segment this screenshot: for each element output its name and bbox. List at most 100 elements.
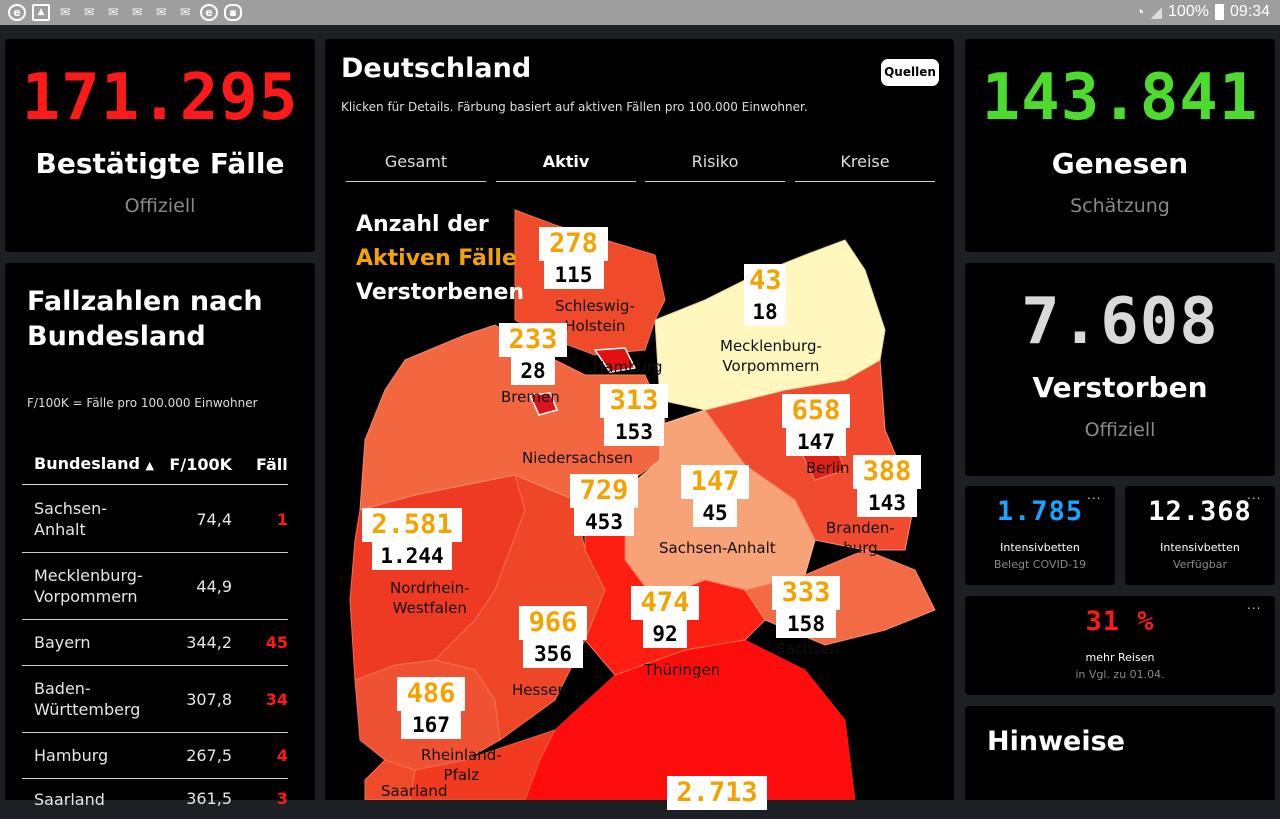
- value-box-st[interactable]: 147 45: [681, 465, 749, 527]
- wifi-icon: ◔: [1135, 3, 1145, 21]
- row-f100k: 44,9: [196, 576, 232, 596]
- value-box-hh[interactable]: 233 28: [499, 323, 567, 385]
- value-box-ni[interactable]: 313 153: [600, 384, 668, 446]
- death-count: 92: [643, 620, 687, 648]
- value-box-nw[interactable]: 2.581 1.244: [362, 508, 462, 570]
- icu-covid-label2: Belegt COVID-19: [993, 558, 1087, 571]
- sort-icon[interactable]: ▲: [145, 459, 154, 472]
- row-cases: 34: [265, 689, 288, 709]
- table-row[interactable]: Saarland 361,5 3: [22, 779, 288, 819]
- row-f100k: 267,5: [186, 746, 232, 765]
- region-bremen[interactable]: [528, 392, 559, 416]
- table-row[interactable]: Baden-Württemberg 307,8 34: [22, 666, 288, 733]
- hinweise-card: Hinweise: [965, 706, 1275, 800]
- travel-value: 31 %: [1085, 606, 1155, 637]
- travel-card[interactable]: ... 31 % mehr Reisen in Vgl. zu 01.04.: [965, 596, 1275, 695]
- icu-covid-card[interactable]: ... 1.785 Intensivbetten Belegt COVID-19: [965, 486, 1115, 585]
- header-f100k[interactable]: F/100K: [169, 455, 232, 474]
- row-state-name: Mecklenburg-Vorpommern: [34, 566, 143, 606]
- legend-line-1: Anzahl der: [356, 212, 489, 237]
- deaths-count: 7.608: [1021, 285, 1219, 359]
- row-state-name: Bayern: [34, 633, 91, 652]
- row-f100k: 361,5: [186, 789, 232, 808]
- region-hamburg[interactable]: [593, 347, 637, 373]
- more-icon[interactable]: ...: [1247, 598, 1262, 612]
- deaths-card[interactable]: 7.608 Verstorben Offiziell: [965, 263, 1275, 476]
- mail-icon: ✉: [131, 5, 143, 19]
- region-saarland[interactable]: [364, 759, 416, 800]
- tab-aktiv[interactable]: Aktiv: [496, 142, 636, 182]
- active-count: 486: [397, 677, 465, 711]
- sources-button[interactable]: Quellen: [881, 59, 939, 86]
- more-icon[interactable]: ...: [1087, 488, 1102, 502]
- states-table-card: [5, 263, 315, 800]
- map-title: Deutschland: [341, 53, 532, 84]
- value-box-by[interactable]: 2.713: [667, 776, 767, 810]
- icu-free-card[interactable]: ... 12.368 Intensivbetten Verfügbar: [1125, 486, 1275, 585]
- label-mv: Mecklenburg- Vorpommern: [720, 337, 822, 375]
- recovered-title: Genesen: [1051, 147, 1189, 180]
- header-bundesland[interactable]: Bundesland ▲: [34, 454, 154, 473]
- confirmed-card[interactable]: 171.295 Bestätigte Fälle Offiziell: [5, 39, 315, 252]
- tab-risiko[interactable]: Risiko: [645, 142, 785, 182]
- value-box-mv[interactable]: 43 18: [744, 264, 786, 326]
- death-count: 45: [693, 499, 737, 527]
- value-box-sn[interactable]: 333 158: [772, 576, 840, 638]
- region-thueringen[interactable]: [584, 489, 766, 676]
- row-state-name: Baden-Württemberg: [34, 679, 141, 719]
- tab-gesamt[interactable]: Gesamt: [346, 142, 486, 182]
- label-bb: Branden- burg: [826, 519, 895, 557]
- confirmed-count: 171.295: [21, 61, 299, 135]
- mail-icon: ✉: [83, 5, 95, 19]
- image-icon: ▲: [32, 4, 50, 21]
- value-box-he[interactable]: 966 356: [519, 606, 587, 668]
- row-cases: 1: [276, 509, 288, 529]
- row-state-name: Hamburg: [34, 746, 109, 765]
- legend-line-2: Aktiven Fälle: [356, 246, 517, 271]
- value-box-ni2[interactable]: 729 453: [570, 474, 638, 536]
- table-row[interactable]: Hamburg 267,5 4: [22, 733, 288, 779]
- value-box-bb[interactable]: 388 143: [853, 455, 921, 517]
- death-count: 158: [776, 610, 836, 638]
- deaths-subtitle: Offiziell: [1084, 419, 1156, 441]
- death-count: 153: [604, 418, 664, 446]
- mail-icon: ✉: [155, 5, 167, 19]
- mail-icon: ✉: [59, 5, 71, 19]
- label-sl: Saarland: [381, 782, 448, 800]
- recovered-card[interactable]: 143.841 Genesen Schätzung: [965, 39, 1275, 252]
- death-count: 18: [744, 298, 786, 326]
- icu-free-label2: Verfügbar: [1172, 558, 1228, 571]
- death-count: 28: [511, 357, 555, 385]
- active-count: 333: [772, 576, 840, 610]
- tab-kreise[interactable]: Kreise: [795, 142, 935, 182]
- more-icon[interactable]: ...: [1247, 488, 1262, 502]
- row-f100k: 74,4: [196, 509, 232, 529]
- label-sn: Sachsen: [776, 640, 840, 658]
- value-box-sh[interactable]: 278 115: [539, 227, 608, 289]
- table-row[interactable]: Sachsen-Anhalt 74,4 1: [22, 486, 288, 553]
- value-box-be[interactable]: 658 147: [782, 394, 850, 456]
- active-count: 278: [539, 227, 608, 261]
- table-row[interactable]: Bayern 344,2 45: [22, 620, 288, 666]
- states-table-header: Bundesland ▲ F/100K Fälle: [22, 445, 288, 485]
- row-cases: 4: [276, 746, 288, 765]
- header-faelle[interactable]: Fälle: [256, 455, 288, 474]
- status-bar: e ▲ ✉ ✉ ✉ ✉ ✉ ✉ e ▪ ◔ ◢ 100% 09:34: [0, 0, 1280, 25]
- active-count: 43: [744, 264, 786, 298]
- label-th: Thüringen: [644, 661, 721, 679]
- confirmed-subtitle: Offiziell: [124, 195, 196, 217]
- death-count: 115: [543, 261, 604, 289]
- icu-covid-count: 1.785: [996, 496, 1084, 527]
- label-rp: Rheinland- Pfalz: [421, 746, 502, 784]
- table-row[interactable]: Mecklenburg-Vorpommern 44,9: [22, 553, 288, 620]
- death-count: 453: [574, 508, 634, 536]
- legend-line-3: Verstorbenen: [356, 280, 525, 305]
- mail-icon: ✉: [107, 5, 119, 19]
- death-count: 143: [857, 489, 917, 517]
- value-box-th[interactable]: 474 92: [631, 586, 699, 648]
- value-box-rp[interactable]: 486 167: [397, 677, 465, 739]
- label-hb: Bremen: [501, 388, 560, 406]
- active-count: 729: [570, 474, 638, 508]
- active-count: 388: [853, 455, 921, 489]
- recovered-count: 143.841: [981, 61, 1259, 135]
